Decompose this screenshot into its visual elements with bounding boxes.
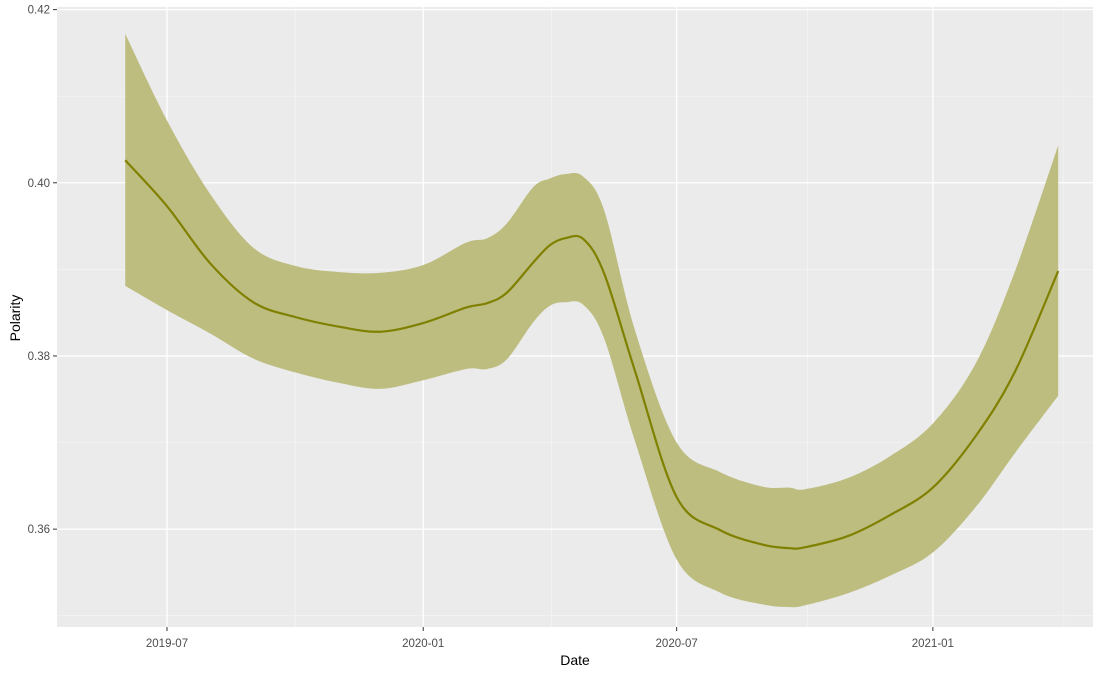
y-tick-label: 0.36 bbox=[28, 524, 50, 536]
x-axis-tick-labels: 2019-07 2020-01 2020-07 2021-01 bbox=[146, 638, 954, 650]
y-tick-label: 0.40 bbox=[28, 178, 50, 190]
axis-ticks bbox=[53, 9, 934, 631]
x-tick-label: 2021-01 bbox=[912, 638, 954, 650]
x-tick-label: 2019-07 bbox=[146, 638, 188, 650]
y-axis-title: Polarity bbox=[7, 295, 23, 342]
x-tick-label: 2020-07 bbox=[656, 638, 698, 650]
smooth-line bbox=[124, 159, 1060, 550]
x-tick-label: 2020-01 bbox=[402, 638, 444, 650]
y-tick-label: 0.38 bbox=[28, 351, 50, 363]
y-tick-label: 0.42 bbox=[28, 5, 50, 17]
x-axis-title: Date bbox=[560, 652, 590, 668]
y-axis-tick-labels: 0.36 0.38 0.40 0.42 bbox=[28, 5, 50, 537]
